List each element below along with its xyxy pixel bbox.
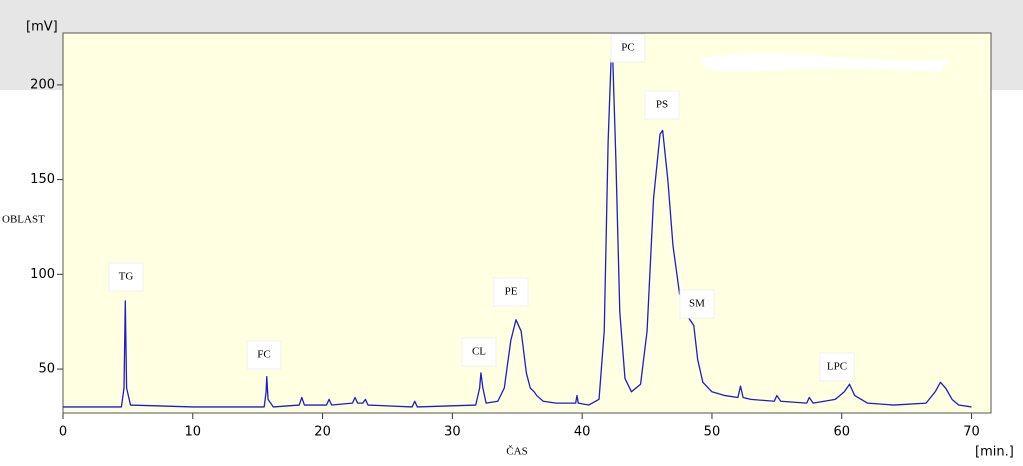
x-tick-label: 70 [963,425,980,440]
x-tick-label: 10 [185,425,202,440]
peak-label-box [108,262,144,292]
peak-label-box [679,289,715,319]
x-tick-label: 40 [574,425,591,440]
peak-label: PS [656,99,668,111]
x-tick-label: 50 [704,425,721,440]
peak-label-box [246,340,282,370]
y-axis-label: OBLAST [2,214,45,226]
x-tick-label: 20 [314,425,331,440]
erased-mark [700,53,950,72]
peak-label-box [819,352,855,382]
peak-label: CL [472,346,486,358]
peak-label-box [610,33,646,63]
x-unit: [min.] [975,445,1014,460]
x-tick-label: 60 [833,425,850,440]
plot-border [62,32,992,414]
y-tick-label: 100 [30,267,55,282]
peak-label: PC [621,42,634,54]
x-tick-label: 0 [59,425,67,440]
peak-label-box [493,277,529,307]
y-unit: [mV] [26,20,58,35]
peak-label: FC [257,349,270,361]
plot-area [63,33,991,413]
x-tick-label: 30 [444,425,461,440]
peak-label: SM [689,298,705,310]
y-tick-label: 150 [30,172,55,187]
peak-label-box [644,90,680,120]
y-tick-label: 200 [30,77,55,92]
peak-label: PE [505,286,518,298]
signal-line [63,33,972,408]
y-tick-label: 50 [38,362,55,377]
peak-label: TG [119,271,134,283]
peak-label: LPC [827,361,847,373]
x-axis-label: ČAS [506,446,527,458]
peak-label-box [461,337,497,367]
